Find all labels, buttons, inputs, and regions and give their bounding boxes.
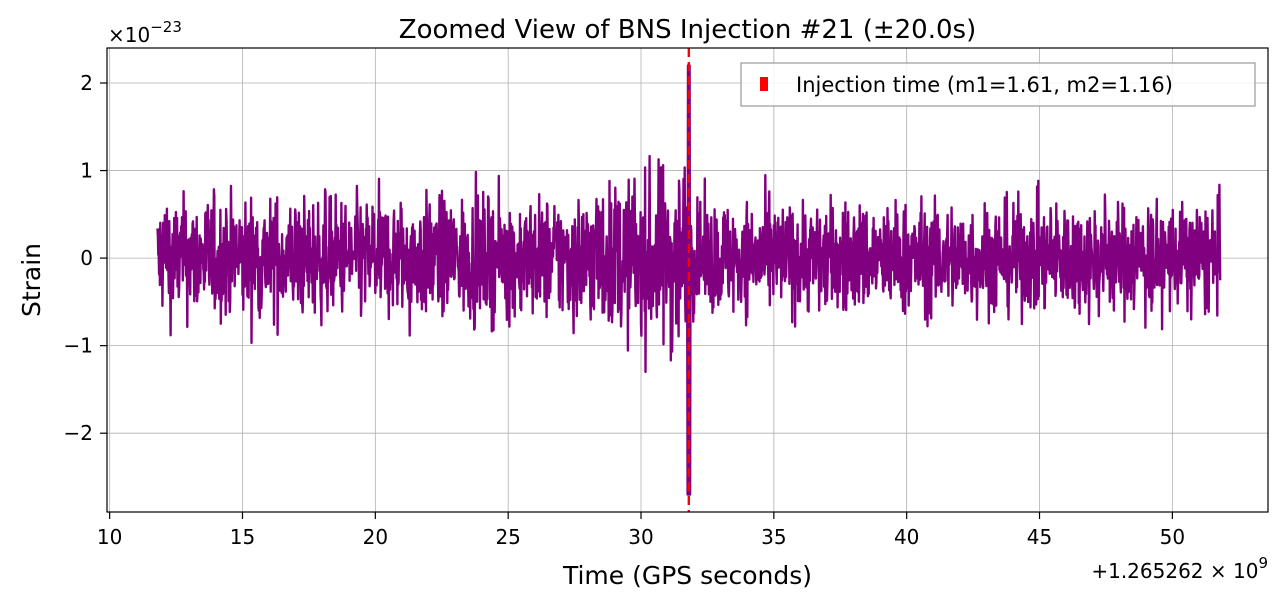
y-tick-label: 2 (80, 71, 93, 95)
y-tick-label: 0 (80, 246, 93, 270)
plot-area (156, 48, 1222, 512)
x-axis-ticks: 10 15 20 25 30 35 40 45 50 (97, 512, 1185, 549)
y-scale-label: ×10−23 (108, 18, 182, 47)
x-tick-label: 30 (628, 525, 653, 549)
chart-title: Zoomed View of BNS Injection #21 (±20.0s… (399, 15, 976, 45)
legend-marker (760, 77, 768, 91)
x-tick-label: 50 (1160, 525, 1185, 549)
x-offset-label: +1.265262 × 109 (1091, 554, 1268, 583)
x-tick-label: 10 (97, 525, 122, 549)
y-tick-label: 1 (80, 159, 93, 183)
y-axis-label: Strain (17, 243, 46, 317)
y-axis-ticks: −2 −1 0 1 2 (64, 71, 107, 445)
y-scale-text: ×10−23 (108, 18, 182, 47)
legend-label: Injection time (m1=1.61, m2=1.16) (796, 73, 1173, 97)
x-axis-label: Time (GPS seconds) (562, 561, 812, 590)
legend: Injection time (m1=1.61, m2=1.16) (740, 62, 1256, 107)
x-offset-text: +1.265262 × 109 (1091, 554, 1268, 583)
legend-box (740, 62, 1256, 107)
x-tick-label: 20 (363, 525, 388, 549)
y-tick-label: −1 (64, 334, 93, 358)
x-tick-label: 40 (894, 525, 919, 549)
x-tick-label: 15 (230, 525, 255, 549)
x-tick-label: 45 (1027, 525, 1052, 549)
x-tick-label: 25 (495, 525, 520, 549)
y-tick-label: −2 (64, 421, 93, 445)
x-tick-label: 35 (761, 525, 786, 549)
axes-frame (106, 47, 1269, 513)
